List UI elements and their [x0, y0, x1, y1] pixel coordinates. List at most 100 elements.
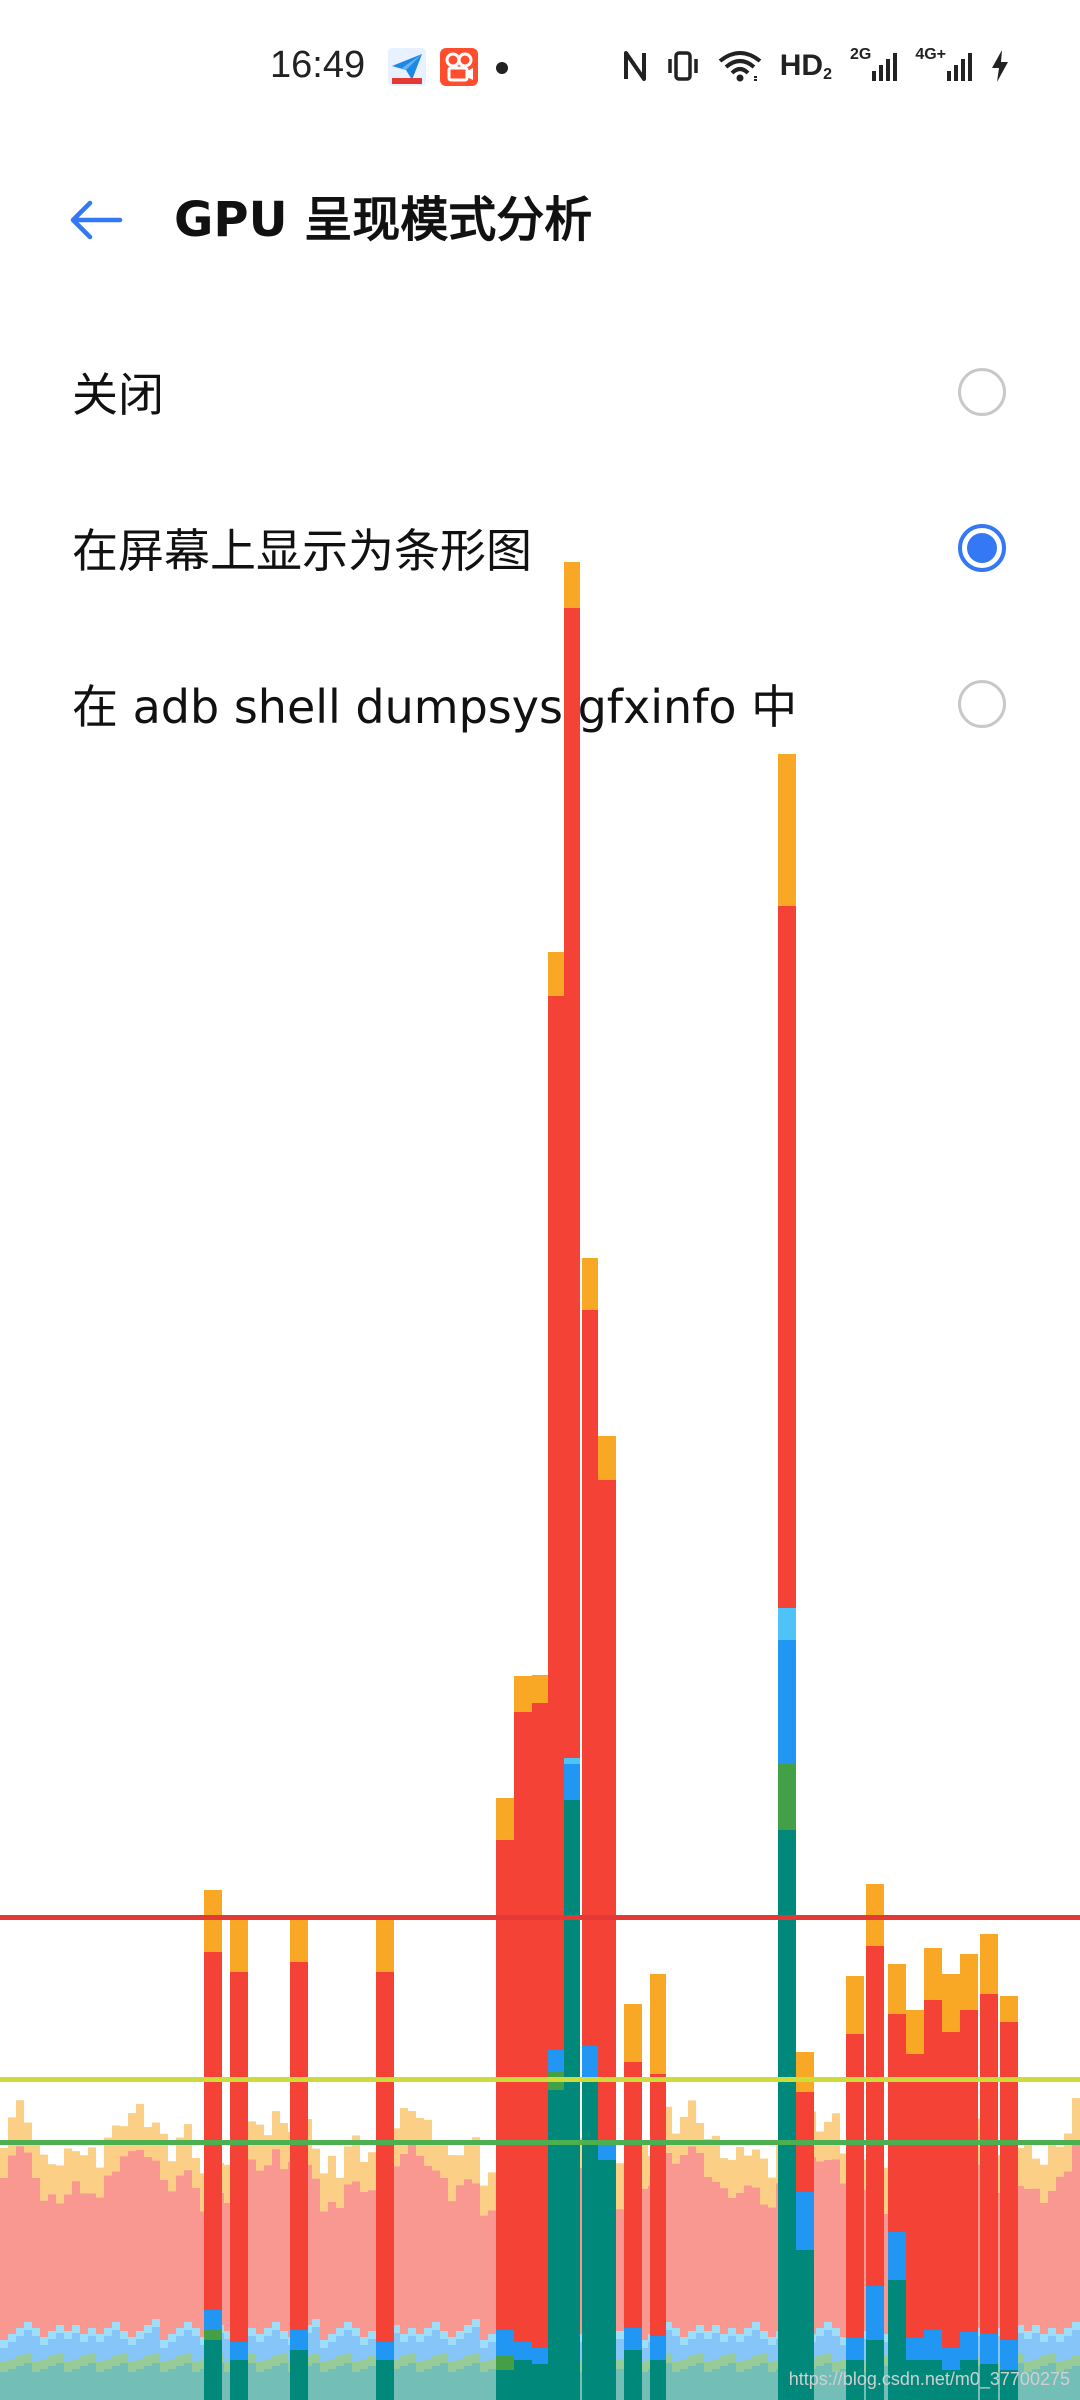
frame-bar	[1000, 2340, 1018, 2370]
background-frame-bar	[624, 2325, 632, 2333]
background-frame-bar	[40, 2345, 48, 2359]
background-frame-bar	[464, 2333, 472, 2356]
background-frame-bar	[648, 2156, 656, 2187]
background-frame-bar	[720, 2366, 728, 2400]
background-frame-bar	[8, 2342, 16, 2359]
frame-bar	[496, 2330, 514, 2356]
background-frame-bar	[80, 2334, 88, 2342]
background-frame-bar	[1032, 2188, 1040, 2325]
background-frame-bar	[872, 2359, 880, 2369]
background-frame-bar	[888, 2166, 896, 2197]
background-frame-bar	[80, 2366, 88, 2400]
background-frame-bar	[360, 2345, 368, 2359]
background-frame-bar	[216, 2353, 224, 2363]
background-frame-bar	[400, 2334, 408, 2342]
background-frame-bar	[368, 2366, 376, 2400]
background-frame-bar	[656, 2366, 664, 2400]
option-bars-on-screen-radio[interactable]	[958, 524, 1006, 572]
background-frame-bar	[376, 2353, 384, 2363]
background-frame-bar	[576, 2362, 584, 2372]
background-frame-bar	[80, 2342, 88, 2356]
background-frame-bar	[320, 2340, 328, 2348]
background-frame-bar	[696, 2325, 704, 2333]
background-frame-bar	[1008, 2356, 1016, 2366]
background-frame-bar	[240, 2356, 248, 2366]
frame-bar	[650, 2074, 666, 2336]
background-frame-bar	[448, 2372, 456, 2400]
background-frame-bar	[104, 2137, 112, 2176]
background-frame-bar	[400, 2342, 408, 2356]
watermark: https://blog.csdn.net/m0_37700275	[788, 2369, 1070, 2389]
background-frame-bar	[144, 2366, 152, 2400]
status-bar: 16:49	[0, 0, 1080, 130]
background-frame-bar	[512, 2336, 520, 2362]
frame-bar	[906, 2054, 924, 2338]
background-frame-bar	[536, 2333, 544, 2353]
background-frame-bar	[352, 2135, 360, 2182]
background-frame-bar	[544, 2331, 552, 2339]
option-bars-on-screen[interactable]: 在屏幕上显示为条形图	[0, 470, 1080, 626]
background-frame-bar	[256, 2362, 264, 2372]
frame-bar	[960, 1954, 978, 2010]
option-off-radio[interactable]	[958, 368, 1006, 416]
status-time: 16:49	[270, 44, 366, 86]
background-frame-bar	[496, 2328, 504, 2336]
background-frame-bar	[776, 2339, 784, 2359]
background-frame-bar	[808, 2157, 816, 2334]
background-frame-bar	[552, 2359, 560, 2369]
background-frame-bar	[96, 2362, 104, 2372]
background-frame-bar	[544, 2120, 552, 2167]
background-frame-bar	[768, 2177, 776, 2208]
background-frame-bar	[400, 2356, 408, 2366]
charging-icon	[990, 44, 1010, 88]
background-frame-bar	[120, 2339, 128, 2353]
back-button[interactable]	[56, 180, 136, 260]
option-adb-gfxinfo[interactable]: 在 adb shell dumpsys gfxinfo 中	[0, 626, 1080, 782]
background-frame-bar	[48, 2194, 56, 2331]
background-frame-bar	[392, 2359, 400, 2369]
background-frame-bar	[128, 2151, 136, 2337]
background-frame-bar	[104, 2336, 112, 2359]
option-adb-gfxinfo-radio[interactable]	[958, 680, 1006, 728]
background-frame-bar	[656, 2356, 664, 2366]
background-frame-bar	[464, 2325, 472, 2333]
background-frame-bar	[888, 2328, 896, 2336]
background-frame-bar	[288, 2337, 296, 2345]
background-frame-bar	[40, 2337, 48, 2345]
background-frame-bar	[688, 2146, 696, 2331]
background-frame-bar	[24, 2330, 32, 2353]
background-frame-bar	[624, 2153, 632, 2184]
frame-bar	[376, 2360, 394, 2400]
background-frame-bar	[704, 2339, 712, 2362]
background-frame-bar	[40, 2369, 48, 2400]
background-frame-bar	[760, 2353, 768, 2363]
background-frame-bar	[464, 2179, 472, 2325]
background-frame-bar	[744, 2359, 752, 2369]
option-adb-gfxinfo-label: 在 adb shell dumpsys gfxinfo 中	[72, 680, 798, 734]
frame-bar	[924, 2000, 942, 2330]
background-frame-bar	[816, 2328, 824, 2336]
background-frame-bar	[80, 2155, 88, 2194]
background-frame-bar	[416, 2155, 424, 2334]
background-frame-bar	[840, 2337, 848, 2345]
background-frame-bar	[944, 2356, 952, 2366]
frame-bar	[778, 1764, 796, 1830]
frame-bar	[980, 2334, 998, 2364]
background-frame-bar	[232, 2171, 240, 2325]
background-frame-bar	[400, 2366, 408, 2400]
background-frame-bar	[96, 2334, 104, 2342]
paper-plane-app-icon	[388, 48, 426, 86]
background-frame-bar	[512, 2362, 520, 2372]
background-frame-bar	[1000, 2345, 1008, 2359]
background-frame-bar	[992, 2193, 1000, 2328]
option-off[interactable]: 关闭	[0, 314, 1080, 470]
background-frame-bar	[232, 2125, 240, 2172]
background-frame-bar	[584, 2369, 592, 2400]
frame-bar	[866, 1884, 884, 1946]
frame-bar	[778, 1640, 796, 1764]
background-frame-bar	[936, 2339, 944, 2359]
background-frame-bar	[616, 2359, 624, 2369]
background-frame-bar	[480, 2372, 488, 2400]
background-frame-bar	[152, 2327, 160, 2353]
background-frame-bar	[624, 2183, 632, 2325]
